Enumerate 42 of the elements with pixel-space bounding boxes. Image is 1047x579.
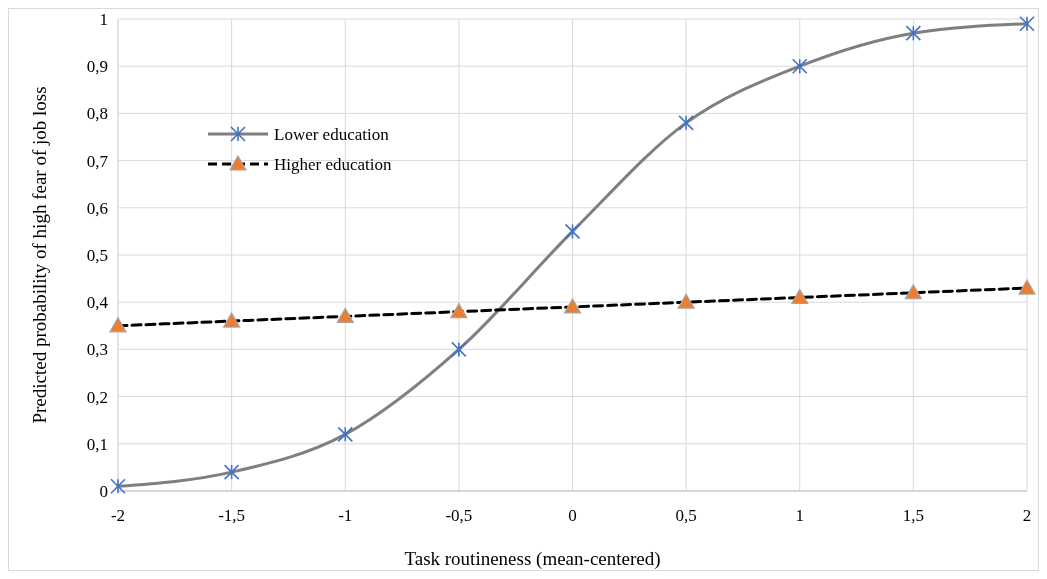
y-tick-label: 0,4 [86, 293, 109, 313]
point [564, 223, 581, 240]
legend-label: Lower education [274, 124, 390, 144]
point [904, 284, 922, 300]
point [678, 115, 694, 131]
point [223, 464, 240, 480]
point [337, 426, 354, 443]
y-tick-label: 0,9 [86, 57, 108, 77]
y-tick-label: 0 [99, 481, 108, 501]
y-tick-label: 0,7 [86, 151, 109, 171]
point [450, 303, 468, 319]
x-tick-label: -0,5 [445, 506, 473, 525]
point [791, 288, 809, 305]
x-tick-label: 1 [795, 506, 804, 525]
point [677, 293, 695, 309]
x-tick-label: 2 [1022, 506, 1032, 525]
point [905, 25, 922, 41]
point [109, 317, 127, 333]
point [563, 298, 582, 314]
point [223, 312, 241, 328]
legend-label: Higher education [274, 154, 393, 174]
y-tick-label: 0,1 [86, 434, 108, 454]
point [1018, 279, 1036, 295]
x-tick-label: -1 [338, 506, 353, 525]
y-tick-label: 0,5 [86, 245, 108, 265]
y-tick-label: 0,3 [86, 340, 108, 360]
y-tick-label: 0,8 [86, 104, 108, 124]
point [110, 478, 126, 495]
point [791, 58, 808, 74]
point [1019, 15, 1035, 32]
y-tick-label: 0,6 [86, 198, 108, 218]
x-tick-label: 0 [568, 506, 577, 525]
y-tick-label: 0,2 [86, 387, 108, 407]
x-axis-title: Task routineness (mean-centered) [404, 548, 661, 570]
x-tick-label: -1,5 [218, 506, 246, 525]
x-tick-label: 1,5 [902, 506, 924, 525]
y-axis-title: Predicted probability of high fear of job loss [29, 86, 50, 424]
y-tick-label: 1 [99, 9, 108, 29]
point [451, 341, 467, 358]
x-tick-label: -2 [110, 506, 126, 525]
point [336, 307, 354, 323]
x-tick-label: 0,5 [675, 506, 697, 525]
